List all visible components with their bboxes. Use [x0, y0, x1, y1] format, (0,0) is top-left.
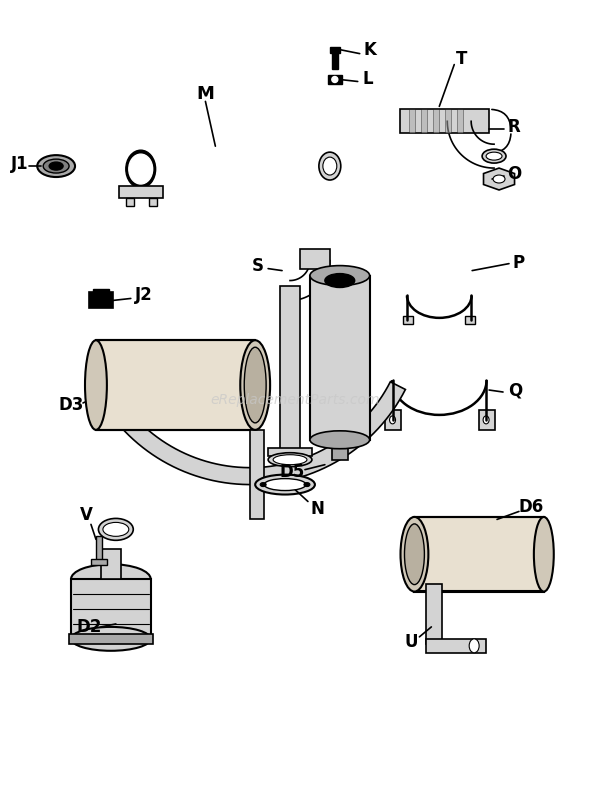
- Bar: [330, 47, 340, 53]
- Ellipse shape: [310, 431, 370, 449]
- Bar: [300, 249, 330, 269]
- Ellipse shape: [71, 627, 150, 651]
- Text: Q: Q: [508, 381, 522, 399]
- Bar: [96, 340, 255, 430]
- Bar: [427, 584, 442, 644]
- Bar: [332, 53, 338, 69]
- Text: R: R: [507, 118, 520, 136]
- Bar: [101, 549, 121, 579]
- FancyArrowPatch shape: [492, 110, 511, 129]
- Text: K: K: [363, 40, 376, 58]
- Text: U: U: [405, 633, 418, 651]
- Ellipse shape: [486, 152, 502, 160]
- Bar: [69, 634, 153, 644]
- Ellipse shape: [325, 273, 355, 288]
- Ellipse shape: [310, 265, 370, 285]
- Ellipse shape: [255, 475, 315, 495]
- Bar: [399, 109, 489, 134]
- Ellipse shape: [103, 522, 129, 536]
- Ellipse shape: [260, 483, 266, 487]
- Text: eReplacementParts.com: eReplacementParts.com: [210, 393, 380, 407]
- Text: D2: D2: [76, 618, 101, 636]
- Ellipse shape: [405, 524, 424, 585]
- Ellipse shape: [389, 416, 395, 424]
- Bar: [465, 316, 475, 325]
- Bar: [328, 74, 342, 85]
- Ellipse shape: [493, 175, 505, 183]
- Bar: [250, 430, 264, 519]
- Ellipse shape: [244, 348, 266, 423]
- Ellipse shape: [483, 416, 489, 424]
- Text: S: S: [252, 257, 264, 275]
- Ellipse shape: [85, 340, 107, 430]
- Bar: [414, 517, 544, 592]
- Text: V: V: [80, 506, 93, 525]
- Ellipse shape: [534, 517, 554, 592]
- Text: P: P: [513, 254, 525, 272]
- Ellipse shape: [268, 453, 312, 467]
- Bar: [71, 579, 150, 639]
- Text: T: T: [455, 50, 467, 68]
- Bar: [310, 276, 370, 440]
- Bar: [479, 410, 495, 430]
- Bar: [404, 316, 414, 325]
- Text: M: M: [196, 85, 214, 103]
- Bar: [457, 109, 463, 134]
- Text: J2: J2: [135, 287, 153, 304]
- Bar: [119, 186, 163, 198]
- Bar: [385, 410, 401, 430]
- Bar: [89, 292, 113, 308]
- Text: O: O: [507, 165, 521, 183]
- Bar: [427, 639, 486, 653]
- Bar: [126, 198, 134, 206]
- Ellipse shape: [240, 340, 270, 430]
- Bar: [96, 536, 102, 561]
- Bar: [280, 285, 300, 450]
- Ellipse shape: [264, 479, 306, 491]
- Bar: [91, 559, 107, 565]
- Bar: [268, 448, 312, 456]
- Bar: [445, 109, 451, 134]
- Ellipse shape: [43, 159, 69, 173]
- Ellipse shape: [304, 483, 310, 487]
- Ellipse shape: [37, 155, 75, 177]
- Text: D5: D5: [280, 463, 304, 480]
- Ellipse shape: [273, 455, 307, 465]
- Bar: [332, 440, 348, 460]
- Ellipse shape: [401, 517, 428, 592]
- Circle shape: [332, 77, 338, 82]
- Text: D6: D6: [518, 498, 543, 517]
- Polygon shape: [484, 168, 514, 190]
- Text: N: N: [311, 500, 325, 518]
- Text: J1: J1: [11, 155, 28, 173]
- Ellipse shape: [469, 639, 479, 653]
- Ellipse shape: [49, 162, 63, 170]
- PathPatch shape: [109, 382, 405, 484]
- Ellipse shape: [482, 149, 506, 163]
- Bar: [421, 109, 427, 134]
- FancyArrowPatch shape: [492, 134, 511, 153]
- Bar: [149, 198, 157, 206]
- Ellipse shape: [319, 152, 341, 180]
- Ellipse shape: [126, 150, 156, 188]
- Text: D3: D3: [58, 396, 84, 414]
- Ellipse shape: [323, 157, 337, 175]
- Bar: [433, 109, 440, 134]
- Bar: [409, 109, 415, 134]
- Ellipse shape: [99, 518, 133, 540]
- Text: L: L: [362, 70, 373, 88]
- Ellipse shape: [71, 564, 150, 594]
- Ellipse shape: [129, 154, 153, 184]
- Bar: [93, 288, 109, 295]
